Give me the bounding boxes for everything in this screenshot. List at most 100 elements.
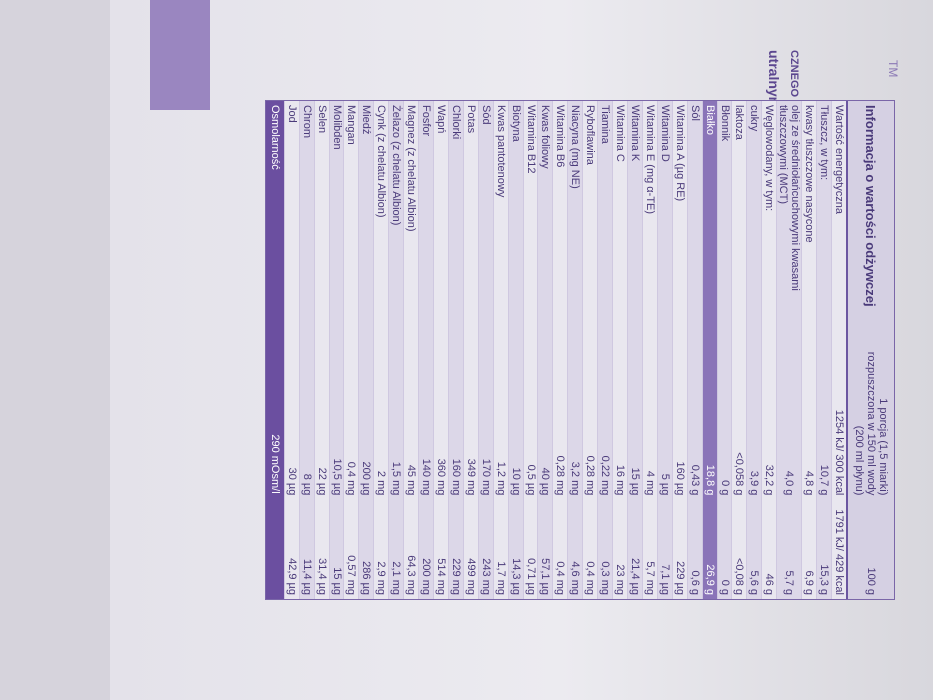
- table-row: Biotyna 10 µg 14,3 µg: [507, 101, 523, 599]
- portion-value: 8 µg: [300, 473, 313, 496]
- per-100g-value: 229 µg: [673, 561, 686, 595]
- table-row: Tiamina 0,22 mg 0,3 mg: [597, 101, 613, 599]
- table-row: cukry 3,9 g 5,6 g: [746, 101, 762, 599]
- table-row: Miedź 200 µg 286 µg: [358, 101, 374, 599]
- portion-value: 45 mg: [405, 464, 418, 496]
- portion-value: 30 µg: [285, 467, 298, 496]
- portion-value: 10,5 µg: [330, 458, 343, 496]
- table-row: Tłuszcz, w tym: 10,7 g 15,3 g: [816, 101, 832, 599]
- per-100g-value: 26,9 g: [703, 564, 716, 595]
- portion-value: 3,2 mg: [569, 461, 582, 496]
- table-row: Chrom 8 µg 11,4 µg: [298, 101, 314, 599]
- per-100g-value: 0,3 mg: [599, 561, 612, 595]
- per-100g-value: 200 mg: [420, 558, 433, 595]
- nutrient-name: laktoza: [733, 105, 746, 140]
- per-100g-value: 286 µg: [360, 561, 373, 595]
- per-100g-value: 31,4 µg: [315, 558, 328, 595]
- portion-value: 160 µg: [673, 461, 686, 496]
- table-row: Sól 0,43 g 0,6 g: [686, 101, 702, 599]
- nutrient-name: Cynk (z chelatu Albion): [375, 105, 388, 218]
- per-100g-value: 11,4 µg: [300, 558, 313, 595]
- table-row: Niacyna (mg NE) 3,2 mg 4,6 mg: [567, 101, 583, 599]
- portion-value: 2 mg: [375, 470, 388, 496]
- nutrient-name: Witamina A (µg RE): [673, 105, 686, 202]
- package-logo: [150, 0, 210, 110]
- portion-value: <0,058 g: [733, 452, 746, 496]
- footer-name: Osmolarność: [269, 105, 281, 170]
- nutrient-name: Wartość energetyczna: [833, 105, 846, 215]
- table-row: Żelazo (z chelatu Albion) 1,5 mg 2,1 mg: [388, 101, 404, 599]
- package-text: TM: [886, 60, 900, 78]
- portion-value: 18,8 g: [703, 464, 716, 496]
- portion-value: 4,0 g: [783, 470, 796, 496]
- nutrient-name: Błonnik: [718, 105, 731, 142]
- per-100g-value: 0,6 g: [688, 570, 701, 595]
- portion-value: 22 µg: [315, 467, 328, 496]
- per-100g-value: 0,4 mg: [554, 561, 567, 595]
- nutrient-name: Kwas foliowy: [539, 105, 552, 169]
- table-row: Witamina C 16 mg 23 mg: [612, 101, 628, 599]
- table-row: Kwas foliowy 40 µg 57,1 µg: [537, 101, 553, 599]
- table-row: Witamina K 15 µg 21,4 µg: [627, 101, 642, 599]
- portion-value: 349 mg: [464, 458, 477, 496]
- per-100g-value: 1791 kJ/ 429 kcal: [833, 509, 846, 595]
- portion-value: 140 mg: [420, 458, 433, 496]
- portion-value: 4,8 g: [803, 470, 816, 496]
- table-row: Jod 30 µg 42,9 µg: [283, 101, 299, 599]
- portion-value: 40 µg: [539, 467, 552, 496]
- nutrient-name: Chlorki: [449, 105, 462, 140]
- table-row: Witamina D 5 µg 7,1 µg: [656, 101, 672, 599]
- table-title: Informacja o wartości odżywczej: [863, 105, 879, 307]
- portion-value: 0,28 mg: [584, 455, 597, 496]
- nutrient-name: Sól: [688, 105, 701, 121]
- portion-value: 1,5 mg: [390, 461, 403, 496]
- per-100g-value: 243 mg: [479, 558, 492, 595]
- table-row: Witamina B12 0,5 µg 0,71 µg: [522, 101, 538, 599]
- nutrient-name: Jod: [285, 105, 298, 123]
- table-row: laktoza <0,058 g <0,08 g: [731, 101, 747, 599]
- nutrient-name: Żelazo (z chelatu Albion): [390, 105, 403, 226]
- per-100g-value: 21,4 µg: [628, 558, 641, 595]
- nutrient-name: Ryboflawina: [584, 105, 597, 165]
- table-row: Witamina E (mg α-TE) 4 mg 5,7 mg: [641, 101, 657, 599]
- portion-value: 0,28 mg: [554, 455, 567, 496]
- package-side: [0, 0, 110, 700]
- portion-value: 3,9 g: [748, 470, 761, 496]
- portion-value: 0,22 mg: [599, 455, 612, 496]
- portion-value: 0 g: [718, 480, 731, 496]
- nutrient-name: cukry: [748, 105, 761, 132]
- table-row: Węglowodany, w tym: 32,2 g 46 g: [761, 101, 777, 599]
- nutrient-name: Witamina C: [614, 105, 627, 162]
- table-row: Witamina A (µg RE) 160 µg 229 µg: [671, 101, 687, 599]
- per-100g-value: 5,7 mg: [643, 561, 656, 595]
- column-header: 100 g: [865, 567, 877, 595]
- portion-value: 15 µg: [628, 467, 641, 496]
- table-row: Selen 22 µg 31,4 µg: [313, 101, 329, 599]
- table-row: olej ze średniołańcuchowymi kwasami tłus…: [776, 101, 802, 599]
- table-body: Wartość energetyczna 1254 kJ/ 300 kcal 179…: [283, 101, 846, 599]
- nutrient-name: Miedź: [360, 105, 373, 135]
- per-100g-value: 514 mg: [435, 558, 447, 595]
- package-text: CZNEGO: [788, 50, 800, 98]
- nutrient-name: Witamina D: [658, 105, 671, 162]
- per-100g-value: 7,1 µg: [658, 564, 671, 595]
- per-100g-value: 6,9 g: [803, 570, 816, 595]
- nutrient-name: Wapń: [435, 105, 447, 134]
- table-header: Informacja o wartości odżywczej 1 porcja…: [846, 101, 894, 599]
- nutrient-name: Witamina K: [628, 105, 641, 162]
- portion-value: 1254 kJ/ 300 kcal: [833, 409, 846, 496]
- portion-value: 4 mg: [643, 470, 656, 496]
- per-100g-value: 5,7 g: [783, 570, 796, 595]
- nutrient-name: Witamina B12: [524, 105, 537, 174]
- nutrient-name: Kwas pantotenowy: [494, 105, 507, 198]
- per-100g-value: 1,7 mg: [494, 561, 507, 595]
- table-row: Mangan 0,4 mg 0,57 mg: [343, 101, 359, 599]
- table-row: Kwas pantotenowy 1,2 mg 1,7 mg: [492, 101, 508, 599]
- nutrient-name: Molibden: [330, 105, 343, 150]
- nutrition-table: Informacja o wartości odżywczej 1 porcja…: [265, 100, 895, 600]
- nutrient-name: Fosfor: [420, 105, 433, 137]
- per-100g-value: 15,3 g: [818, 564, 831, 595]
- per-100g-value: 2,1 mg: [390, 561, 403, 595]
- per-100g-value: 14,3 µg: [509, 558, 522, 595]
